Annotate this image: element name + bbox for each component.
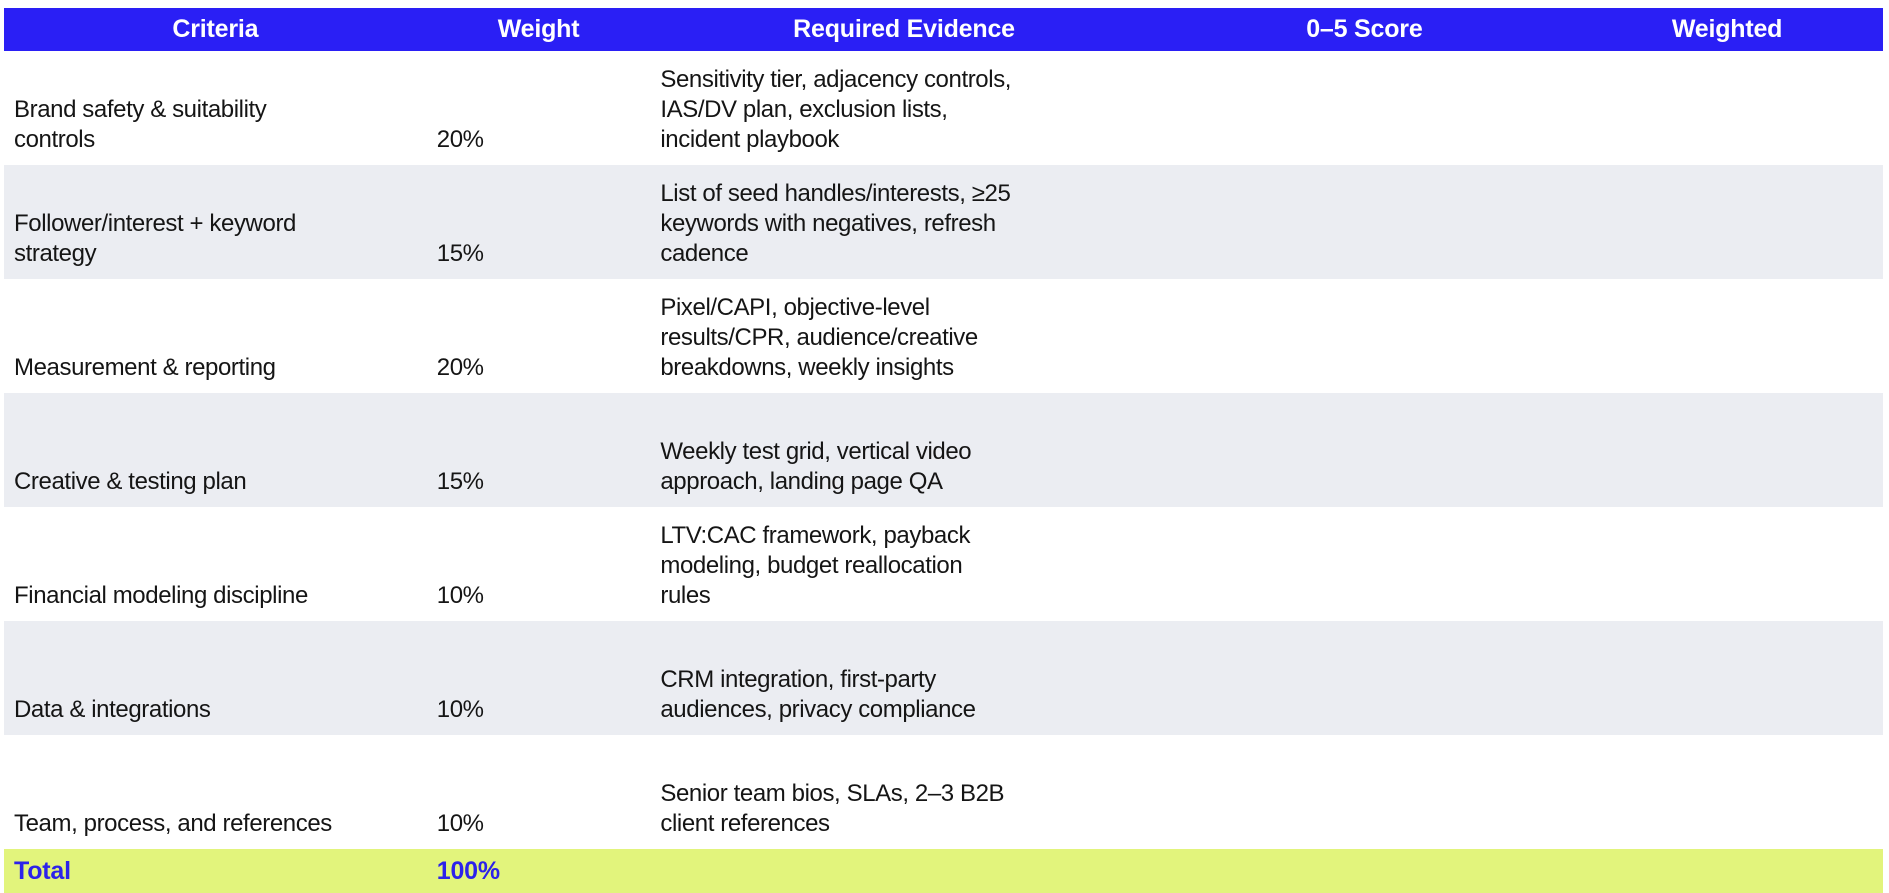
total-evidence-cell [650,849,1158,893]
score-cell [1158,279,1571,393]
evidence-cell: List of seed handles/interests, ≥25 keyw… [660,180,1011,267]
weighted-cell [1571,507,1883,621]
table-row: Follower/interest + keyword strategy 15%… [4,165,1883,279]
table-body: Brand safety & suitability controls 20% … [4,51,1883,849]
score-cell [1158,51,1571,165]
evidence-cell: CRM integration, first-party audiences, … [660,666,976,723]
weight-cell: 10% [436,582,484,609]
evidence-cell: Senior team bios, SLAs, 2–3 B2B client r… [660,780,1005,837]
weight-cell: 10% [436,810,484,837]
header-criteria: Criteria [4,8,427,51]
evidence-cell: Sensitivity tier, adjacency controls, IA… [660,66,1012,153]
weighted-cell [1571,165,1883,279]
total-row: Total 100% [4,849,1883,893]
weighted-cell [1571,279,1883,393]
weighted-cell [1571,621,1883,735]
weighted-cell [1571,735,1883,849]
score-cell [1158,507,1571,621]
criteria-cell: Creative & testing plan [14,468,247,495]
table-header: Criteria Weight Required Evidence 0–5 Sc… [4,8,1883,51]
weight-cell: 15% [436,468,484,495]
criteria-cell: Team, process, and references [14,810,332,837]
score-cell [1158,393,1571,507]
weight-cell: 10% [436,696,484,723]
criteria-cell: Data & integrations [14,696,211,723]
header-row: Criteria Weight Required Evidence 0–5 Sc… [4,8,1883,51]
table-row: Brand safety & suitability controls 20% … [4,51,1883,165]
table-row: Measurement & reporting 20% Pixel/CAPI, … [4,279,1883,393]
score-cell [1158,621,1571,735]
table-row: Creative & testing plan 15% Weekly test … [4,393,1883,507]
table-footer: Total 100% [4,849,1883,893]
criteria-cell: Financial modeling discipline [14,582,308,609]
total-label: Total [4,849,427,893]
scoring-table: Criteria Weight Required Evidence 0–5 Sc… [4,8,1883,893]
criteria-cell: Brand safety & suitability controls [14,96,267,153]
table-row: Team, process, and references 10% Senior… [4,735,1883,849]
total-weighted-cell [1571,849,1883,893]
weight-cell: 20% [436,354,484,381]
header-weighted: Weighted [1571,8,1883,51]
total-weight: 100% [426,849,651,893]
score-cell [1158,165,1571,279]
total-score-cell [1157,849,1572,893]
table-row: Data & integrations 10% CRM integration,… [4,621,1883,735]
table-row: Financial modeling discipline 10% LTV:CA… [4,507,1883,621]
weighted-cell [1571,51,1883,165]
header-required-evidence: Required Evidence [650,8,1158,51]
score-cell [1158,735,1571,849]
evidence-cell: Weekly test grid, vertical video approac… [660,438,972,495]
criteria-cell: Follower/interest + keyword strategy [14,210,296,267]
weight-cell: 15% [436,240,484,267]
header-weight: Weight [426,8,651,51]
evidence-cell: Pixel/CAPI, objective-level results/CPR,… [660,294,978,381]
criteria-cell: Measurement & reporting [14,354,276,381]
weighted-cell [1571,393,1883,507]
weight-cell: 20% [436,126,484,153]
evidence-cell: LTV:CAC framework, payback modeling, bud… [660,522,971,609]
header-score: 0–5 Score [1157,8,1572,51]
